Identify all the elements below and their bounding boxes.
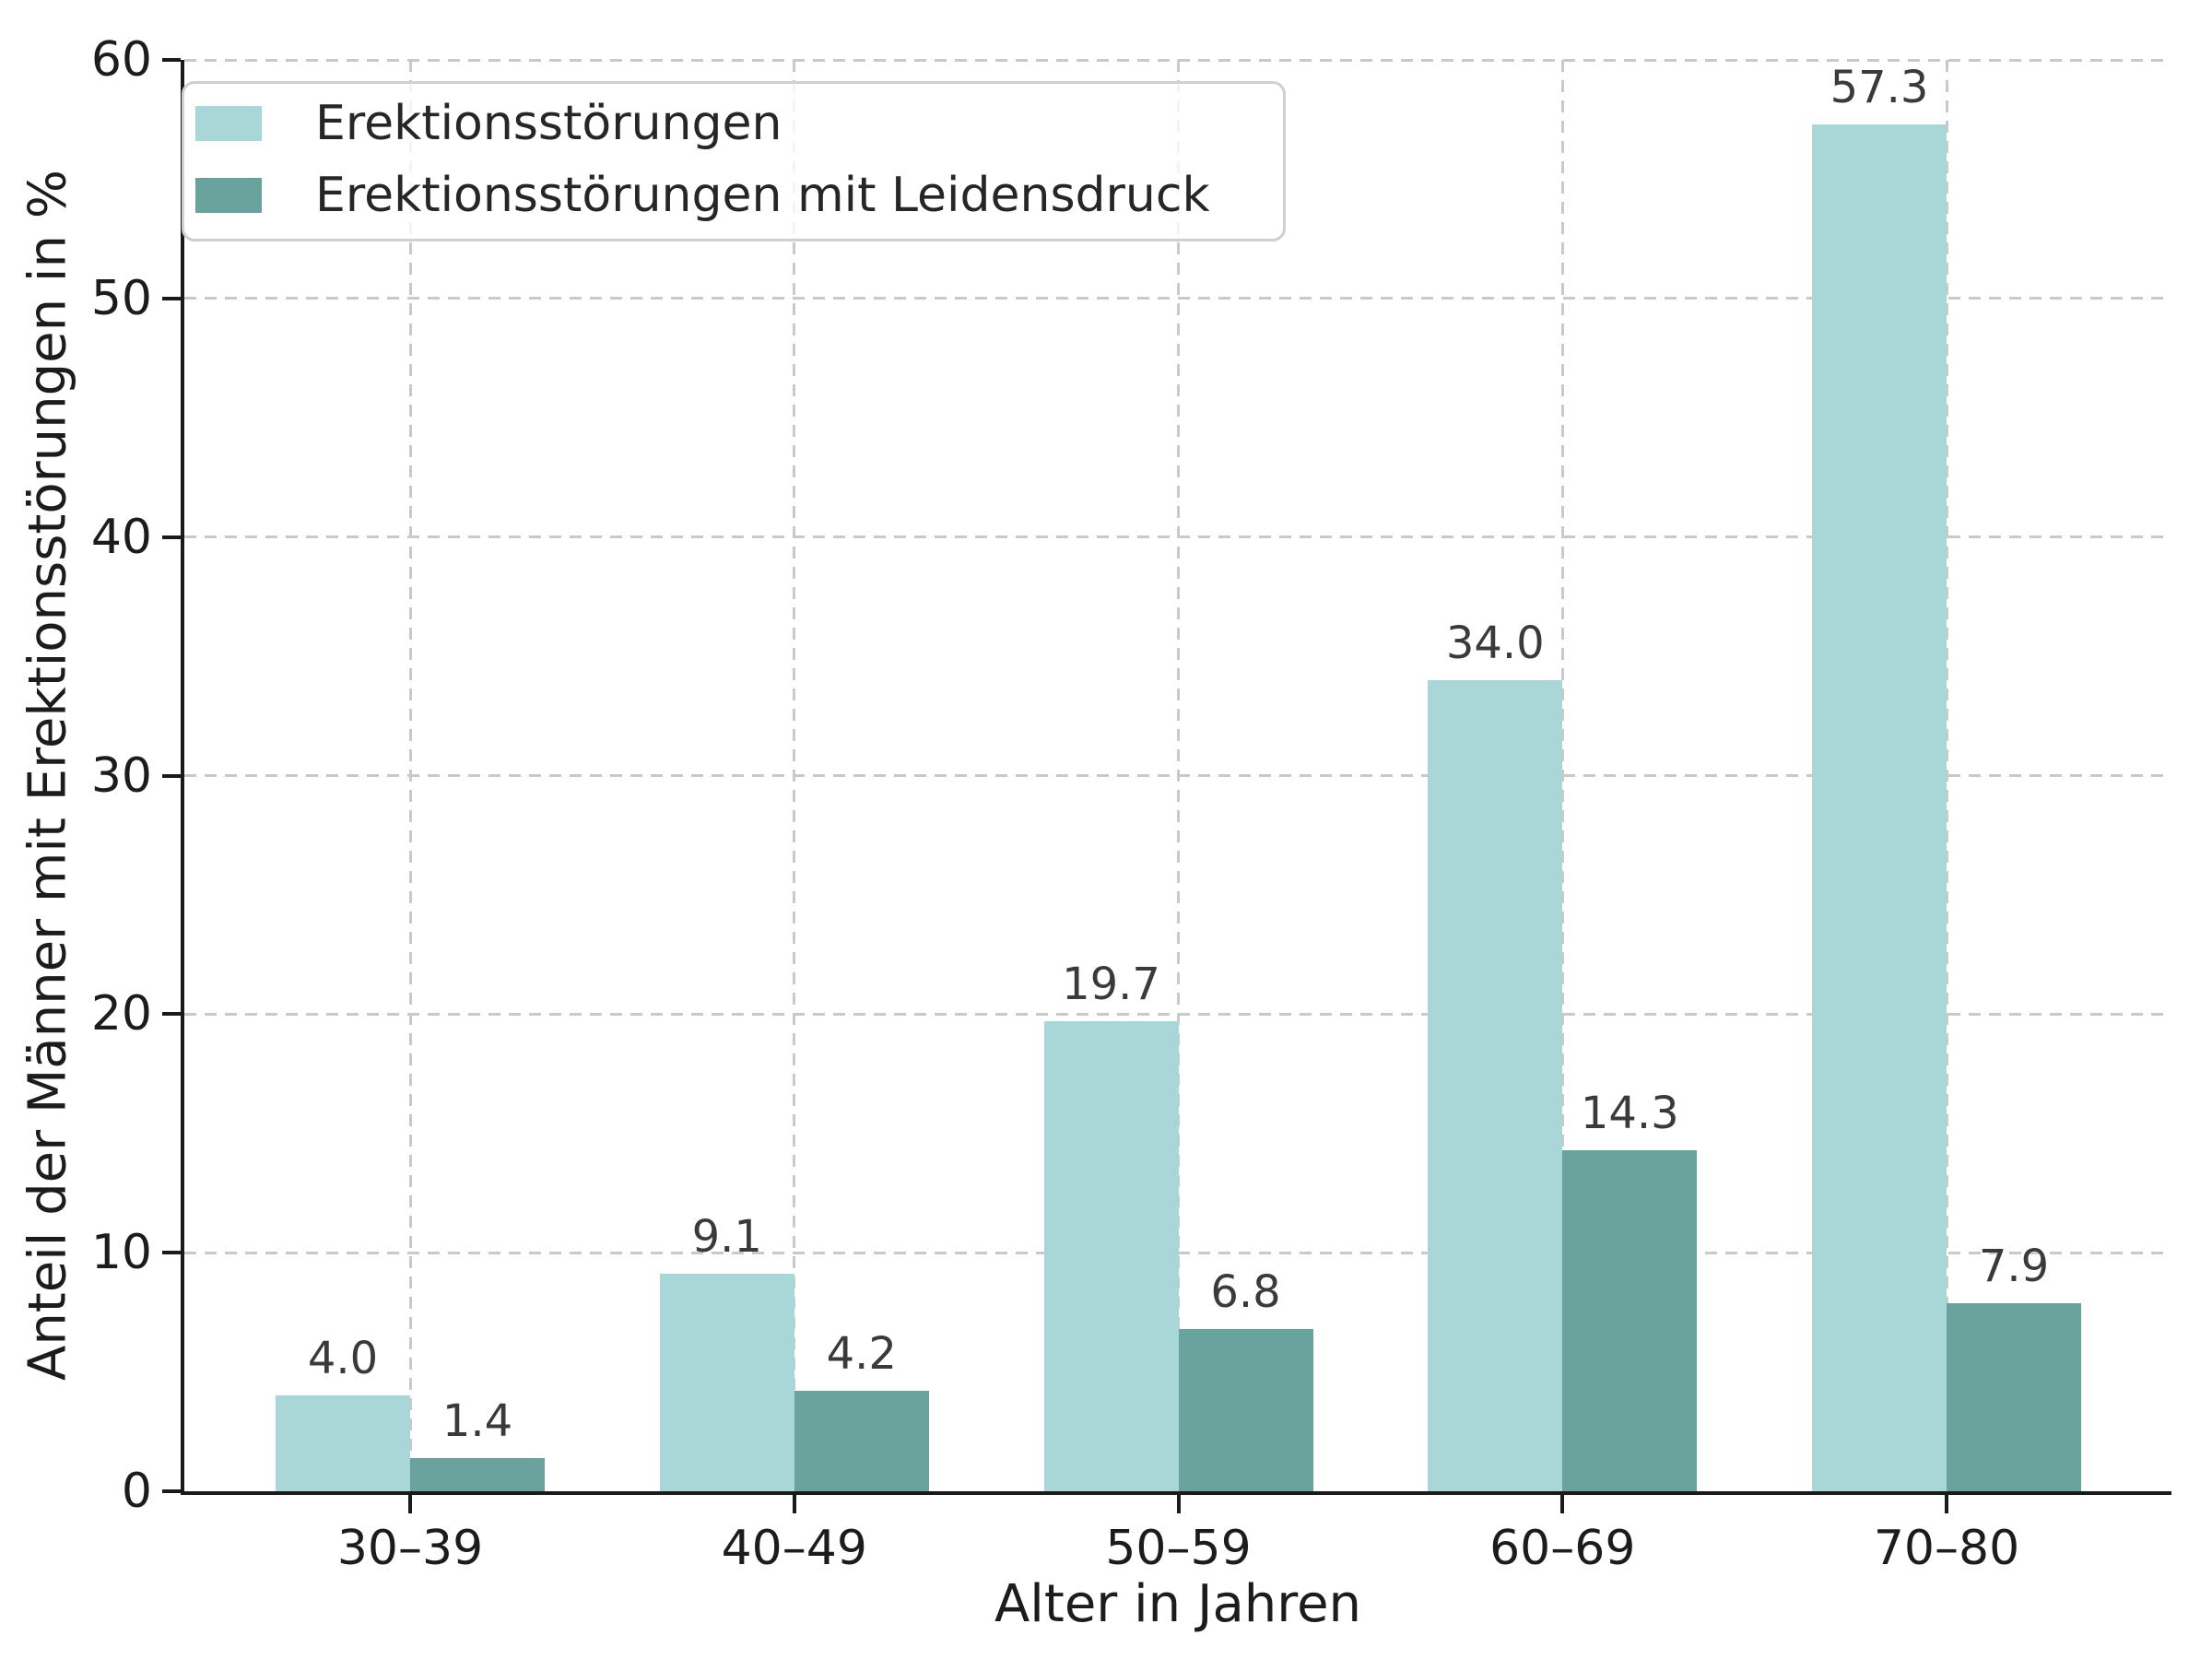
bar <box>1428 679 1563 1491</box>
bar-value-label: 34.0 <box>1445 617 1545 669</box>
gridline-horizontal <box>184 535 2171 539</box>
y-tick-mark <box>162 773 181 778</box>
gridline-horizontal <box>184 58 2171 62</box>
y-tick-label: 30 <box>90 747 152 804</box>
legend-label: Erektionsstörungen <box>315 96 782 151</box>
bar <box>1178 1329 1313 1491</box>
bar <box>659 1274 794 1491</box>
legend-item: Erektionsstörungen <box>195 96 1283 151</box>
bar-value-label: 57.3 <box>1830 61 1929 113</box>
x-tick-label: 50–59 <box>1105 1521 1252 1576</box>
bar <box>794 1391 929 1491</box>
bar <box>1947 1302 2081 1491</box>
gridline-horizontal <box>184 1012 2171 1016</box>
x-tick-mark <box>1945 1495 1948 1513</box>
bar-value-label: 1.4 <box>441 1394 513 1447</box>
bar-value-label: 9.1 <box>691 1211 762 1264</box>
y-tick-mark <box>162 58 181 62</box>
gridline-horizontal <box>184 297 2171 300</box>
x-tick-label: 30–39 <box>336 1521 484 1576</box>
bar-value-label: 4.2 <box>826 1328 897 1381</box>
x-axis-label: Alter in Jahren <box>994 1574 1362 1634</box>
bar <box>276 1395 410 1491</box>
bar <box>1812 124 1947 1491</box>
bar <box>410 1457 545 1491</box>
y-tick-label: 10 <box>90 1225 152 1281</box>
bar-value-label: 6.8 <box>1210 1265 1281 1318</box>
y-tick-label: 50 <box>90 270 152 326</box>
x-tick-label: 60–69 <box>1489 1521 1636 1576</box>
gridline-horizontal <box>184 774 2171 777</box>
legend-label: Erektionsstörungen mit Leidensdruck <box>315 168 1210 223</box>
y-tick-mark <box>162 1012 181 1017</box>
x-tick-label: 40–49 <box>721 1521 867 1576</box>
y-tick-label: 60 <box>90 32 152 88</box>
legend-item: Erektionsstörungen mit Leidensdruck <box>195 168 1283 223</box>
bar-value-label: 19.7 <box>1062 959 1160 1011</box>
x-axis-spine <box>181 1491 2171 1495</box>
y-tick-mark <box>162 1489 181 1493</box>
bar-value-label: 7.9 <box>1978 1240 2050 1292</box>
x-tick-mark <box>1560 1495 1565 1513</box>
y-axis-spine <box>181 60 184 1495</box>
legend-swatch-erektionsstoerungen-mit-leidensdruck <box>195 178 262 213</box>
y-tick-mark <box>162 1251 181 1255</box>
x-tick-mark <box>408 1495 412 1513</box>
y-tick-label: 0 <box>121 1464 152 1519</box>
y-tick-mark <box>162 535 181 539</box>
legend: Erektionsstörungen Erektionsstörungen mi… <box>182 81 1286 241</box>
x-tick-label: 70–80 <box>1873 1521 2020 1576</box>
bar <box>1562 1149 1698 1491</box>
y-tick-label: 40 <box>90 509 152 565</box>
y-tick-label: 20 <box>90 986 152 1042</box>
legend-swatch-erektionsstoerungen <box>195 106 262 141</box>
x-tick-mark <box>792 1495 796 1513</box>
bar <box>1043 1021 1179 1491</box>
x-tick-mark <box>1176 1495 1181 1513</box>
plot-area: 0 10 20 30 40 50 60 30–39 40–49 50–59 60–69 70–80 4.… <box>91 32 2171 1576</box>
bar-value-label: 4.0 <box>307 1333 379 1385</box>
y-tick-mark <box>162 296 181 300</box>
bar-value-label: 14.3 <box>1580 1087 1679 1139</box>
